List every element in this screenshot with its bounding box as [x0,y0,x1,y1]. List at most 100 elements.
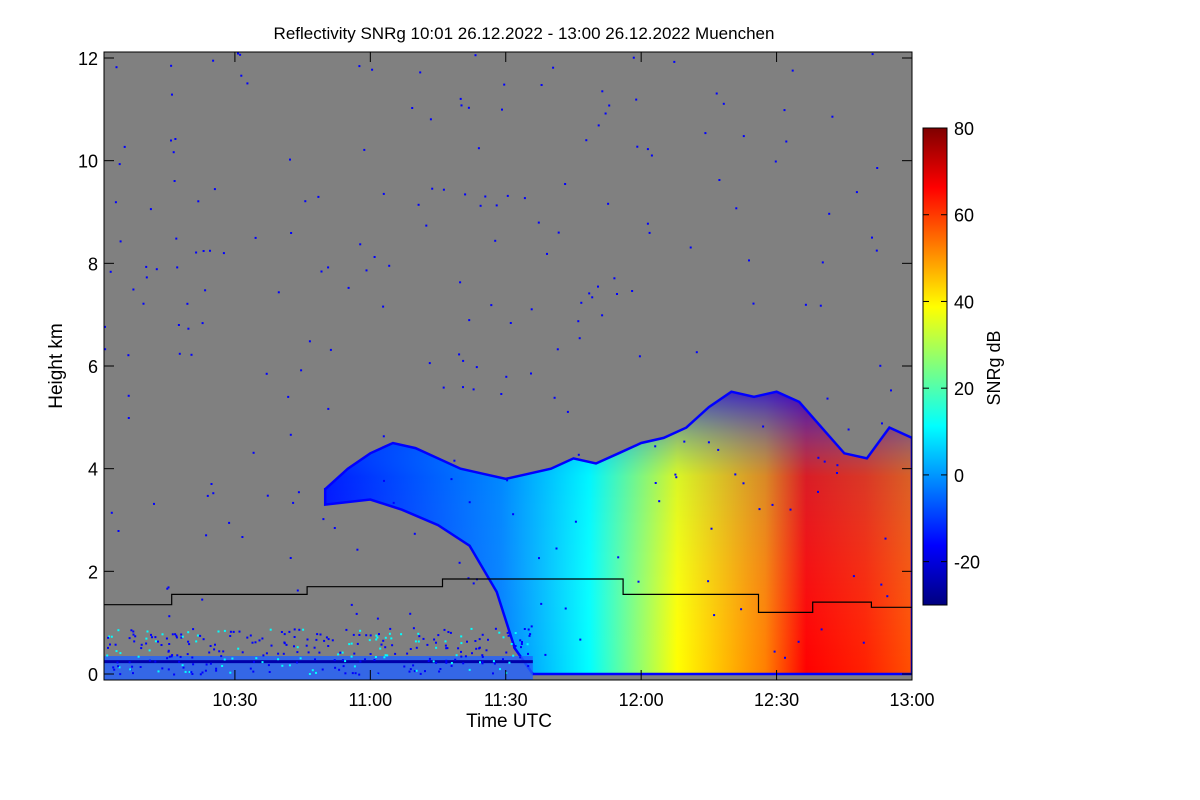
noise-dot [252,670,255,673]
noise-dot [389,627,392,630]
y-axis: 0 2 4 6 8 10 12 [78,49,912,685]
noise-dot [364,658,366,661]
noise-dot [460,650,462,653]
y-tick-label: 0 [88,665,98,685]
noise-dot [495,204,498,207]
noise-dot [450,662,453,664]
noise-dot [337,653,340,656]
noise-dot [132,288,135,291]
noise-dot [577,453,580,456]
noise-dot [118,163,121,166]
noise-dot [384,654,387,657]
noise-dot [358,673,361,676]
noise-dot [333,527,336,529]
noise-dot [168,615,171,618]
noise-dot [817,456,820,459]
noise-dot [246,82,249,85]
noise-dot [178,352,181,355]
x-axis-label: Time UTC [466,711,552,732]
noise-dot [528,634,531,637]
noise-dot [210,483,213,485]
noise-dot [466,640,468,643]
noise-dot [520,643,523,645]
noise-dot [311,669,314,672]
noise-dot [852,575,855,578]
noise-dot [317,195,320,198]
noise-dot [774,160,777,163]
noise-dot [413,532,416,535]
noise-dot [428,362,431,365]
noise-dot [519,639,522,642]
noise-dot [597,285,599,288]
noise-dot [417,632,420,635]
noise-dot [300,369,303,372]
noise-dot [202,638,205,641]
noise-dot [871,236,873,239]
noise-dot [388,264,391,267]
noise-dot [718,179,721,181]
noise-dot [762,425,765,428]
noise-dot [356,548,359,551]
colorbar-label: SNRg dB [984,330,1004,405]
noise-dot [507,634,510,637]
noise-dot [223,658,226,661]
noise-dot [880,583,883,586]
noise-dot [175,237,178,240]
noise-dot [168,655,171,658]
noise-dot [187,327,190,330]
noise-dot [378,633,380,636]
noise-dot [740,608,743,611]
noise-dot [320,270,323,273]
noise-speckle [104,52,892,676]
noise-dot [823,460,826,463]
noise-dot [232,630,235,633]
noise-dot [238,630,241,633]
noise-dot [453,459,456,462]
noise-dot [204,669,207,672]
noise-dot [579,638,582,641]
noise-dot [820,628,823,631]
noise-dot [206,494,209,497]
noise-dot [137,655,140,658]
noise-dot [646,222,649,225]
noise-dot [229,630,232,633]
noise-dot [439,668,442,670]
noise-dot [617,556,620,559]
noise-dot [475,647,478,650]
noise-dot [307,651,310,654]
noise-dot [717,448,720,451]
noise-dot [296,589,299,592]
noise-dot [171,633,174,636]
noise-dot [104,325,106,328]
noise-dot [506,479,509,482]
noise-dot [382,435,385,438]
noise-dot [375,638,378,641]
noise-dot [557,231,560,234]
noise-dot [132,672,134,675]
noise-dot [409,668,412,671]
colorbar-tick-label: 60 [954,206,974,226]
noise-dot [445,659,448,662]
noise-dot [391,644,394,647]
noise-dot [314,658,316,661]
noise-dot [192,628,195,631]
noise-dot [132,630,135,633]
noise-dot [176,266,179,269]
noise-dot [280,631,283,633]
noise-dot [478,646,481,649]
noise-dot [296,661,298,664]
noise-dot [530,372,532,375]
noise-dot [597,124,600,127]
noise-dot [199,634,202,637]
noise-dot [386,654,389,657]
noise-dot [847,428,850,431]
noise-dot [503,83,506,86]
noise-dot [791,69,794,72]
noise-dot [783,109,786,112]
noise-dot [675,476,678,479]
noise-dot [174,138,177,140]
noise-dot [365,269,368,272]
noise-dot [327,645,330,647]
noise-dot [212,492,215,495]
noise-dot [411,107,414,109]
